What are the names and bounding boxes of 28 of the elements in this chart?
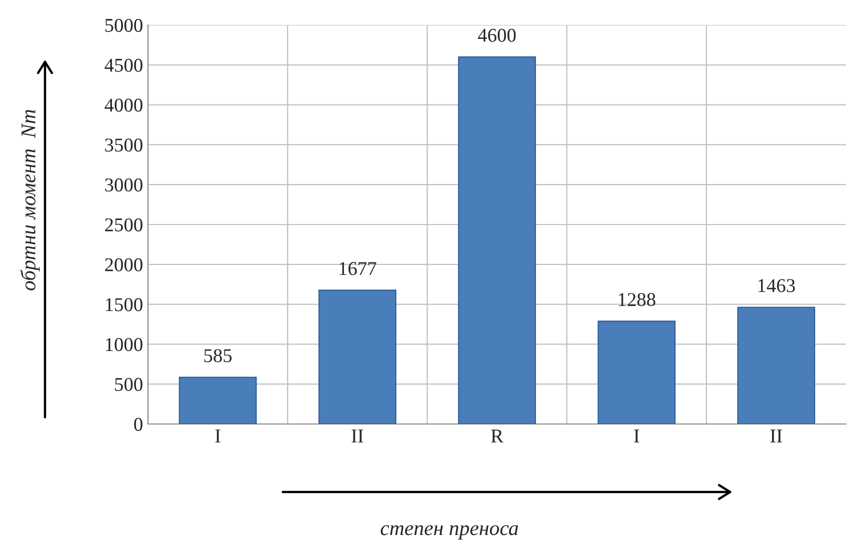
y-tick-label: 4000: [104, 98, 142, 112]
x-tick-label: I: [215, 430, 220, 442]
y-tick-label: 3500: [105, 138, 142, 152]
bar: [318, 290, 396, 424]
data-label: 1677: [340, 262, 376, 276]
bar: [598, 320, 676, 424]
y-tick-label: 4500: [104, 58, 142, 72]
y-tick-label: 2000: [105, 258, 142, 272]
y-axis-title: обртни момент Nm: [20, 110, 40, 290]
y-tick-label: 3000: [105, 178, 142, 192]
data-label: 1463: [758, 279, 795, 292]
y-tick-label: 0: [134, 418, 142, 431]
bar: [458, 56, 536, 424]
y-tick-label: 500: [115, 378, 142, 392]
x-tick-label: II: [352, 430, 364, 442]
x-tick-label: R: [491, 430, 504, 442]
bar: [178, 376, 257, 424]
x-axis-title: степен преноса: [380, 525, 518, 540]
y-tick-label: 2500: [105, 218, 142, 232]
x-tick-label: II: [770, 430, 782, 442]
data-label: 1288: [618, 293, 656, 306]
data-label: 585: [204, 349, 232, 362]
x-tick-label: I: [634, 430, 640, 442]
bar: [737, 306, 816, 424]
y-tick-label: 5000: [105, 18, 142, 32]
y-tick-label: 1500: [106, 298, 142, 312]
data-label: 4600: [478, 28, 516, 42]
y-tick-label: 1000: [106, 338, 142, 352]
